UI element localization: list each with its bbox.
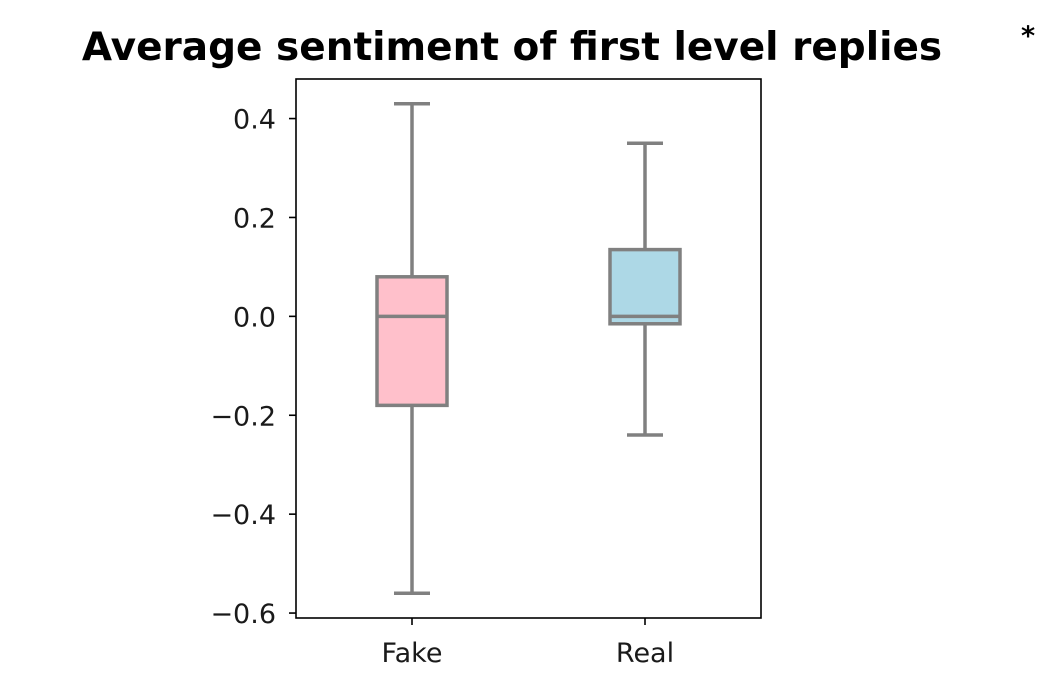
y-tick-label: −0.6 [210, 599, 276, 630]
y-tick-label: −0.4 [210, 500, 276, 531]
plot-area: 0.4 0.2 0.0 −0.2 −0.4 −0.6 Fake Real [210, 78, 762, 669]
y-tick-label: −0.2 [210, 401, 276, 432]
y-tick-label: 0.2 [233, 203, 276, 234]
y-tick-label: 0.4 [233, 105, 276, 136]
box-real [608, 247, 682, 326]
significance-marker: * [1021, 21, 1035, 52]
chart-title: Average sentiment of first level replies [82, 25, 942, 70]
x-tick-label: Real [616, 638, 674, 669]
x-tick-label: Fake [382, 638, 443, 669]
box-fake [375, 275, 449, 408]
axes-frame [295, 78, 762, 619]
y-tick-label: 0.0 [233, 302, 276, 333]
